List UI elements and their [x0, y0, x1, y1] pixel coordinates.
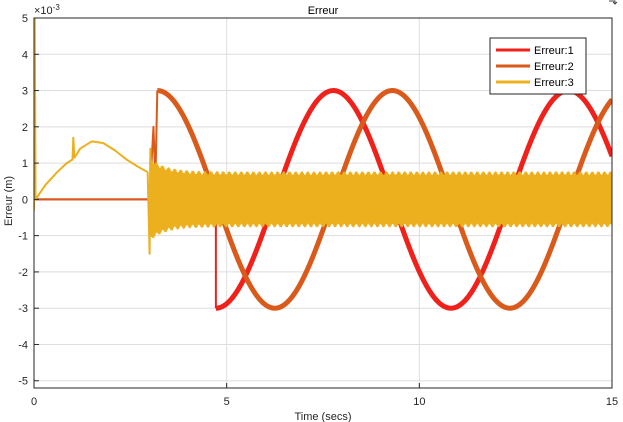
legend-label: Erreur:3 — [534, 77, 574, 89]
series-line — [157, 88, 612, 311]
x-tick-label: 5 — [224, 396, 230, 408]
legend-label: Erreur:1 — [534, 45, 574, 57]
y-tick-label: 5 — [22, 13, 28, 25]
y-multiplier-label: ×10-3 — [34, 3, 60, 17]
axis-ticks: 0 5 10 15 -5 -4 -3 -2 -1 0 1 2 3 4 5 — [18, 13, 618, 408]
chart-title: Erreur — [308, 5, 339, 17]
y-tick-label: -4 — [18, 339, 28, 351]
corner-arrow-icon — [609, 0, 618, 5]
x-tick-label: 15 — [606, 396, 618, 408]
y-axis-label: Erreur (m) — [3, 176, 15, 226]
y-tick-label: -5 — [18, 376, 28, 388]
y-tick-label: 4 — [22, 49, 28, 61]
y-tick-label: 2 — [22, 122, 28, 134]
y-multiplier-exponent: -3 — [53, 3, 61, 12]
y-tick-label: 1 — [22, 158, 28, 170]
y-tick-label: -3 — [18, 303, 28, 315]
axes-frame — [33, 17, 613, 389]
x-tick-label: 10 — [413, 396, 425, 408]
series-line — [34, 136, 149, 200]
x-tick-label: 0 — [31, 396, 37, 408]
y-tick-label: 0 — [22, 194, 28, 206]
legend-label: Erreur:2 — [534, 61, 574, 73]
y-tick-label: 3 — [22, 86, 28, 98]
y-tick-label: -2 — [18, 267, 28, 279]
series-band-fill — [161, 177, 612, 222]
x-axis-label: Time (secs) — [294, 411, 351, 422]
y-multiplier-base: ×10 — [34, 5, 53, 17]
legend: Erreur:1 Erreur:2 Erreur:3 — [489, 37, 587, 95]
y-tick-label: -1 — [18, 231, 28, 243]
series-band — [148, 158, 612, 239]
